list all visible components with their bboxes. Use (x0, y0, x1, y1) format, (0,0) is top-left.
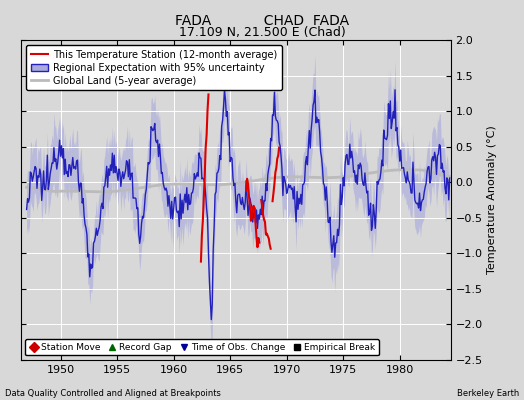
Text: 17.109 N, 21.500 E (Chad): 17.109 N, 21.500 E (Chad) (179, 26, 345, 39)
Text: Data Quality Controlled and Aligned at Breakpoints: Data Quality Controlled and Aligned at B… (5, 389, 221, 398)
Y-axis label: Temperature Anomaly (°C): Temperature Anomaly (°C) (487, 126, 497, 274)
Text: Berkeley Earth: Berkeley Earth (456, 389, 519, 398)
Legend: Station Move, Record Gap, Time of Obs. Change, Empirical Break: Station Move, Record Gap, Time of Obs. C… (26, 339, 379, 356)
Text: FADA            CHAD  FADA: FADA CHAD FADA (175, 14, 349, 28)
